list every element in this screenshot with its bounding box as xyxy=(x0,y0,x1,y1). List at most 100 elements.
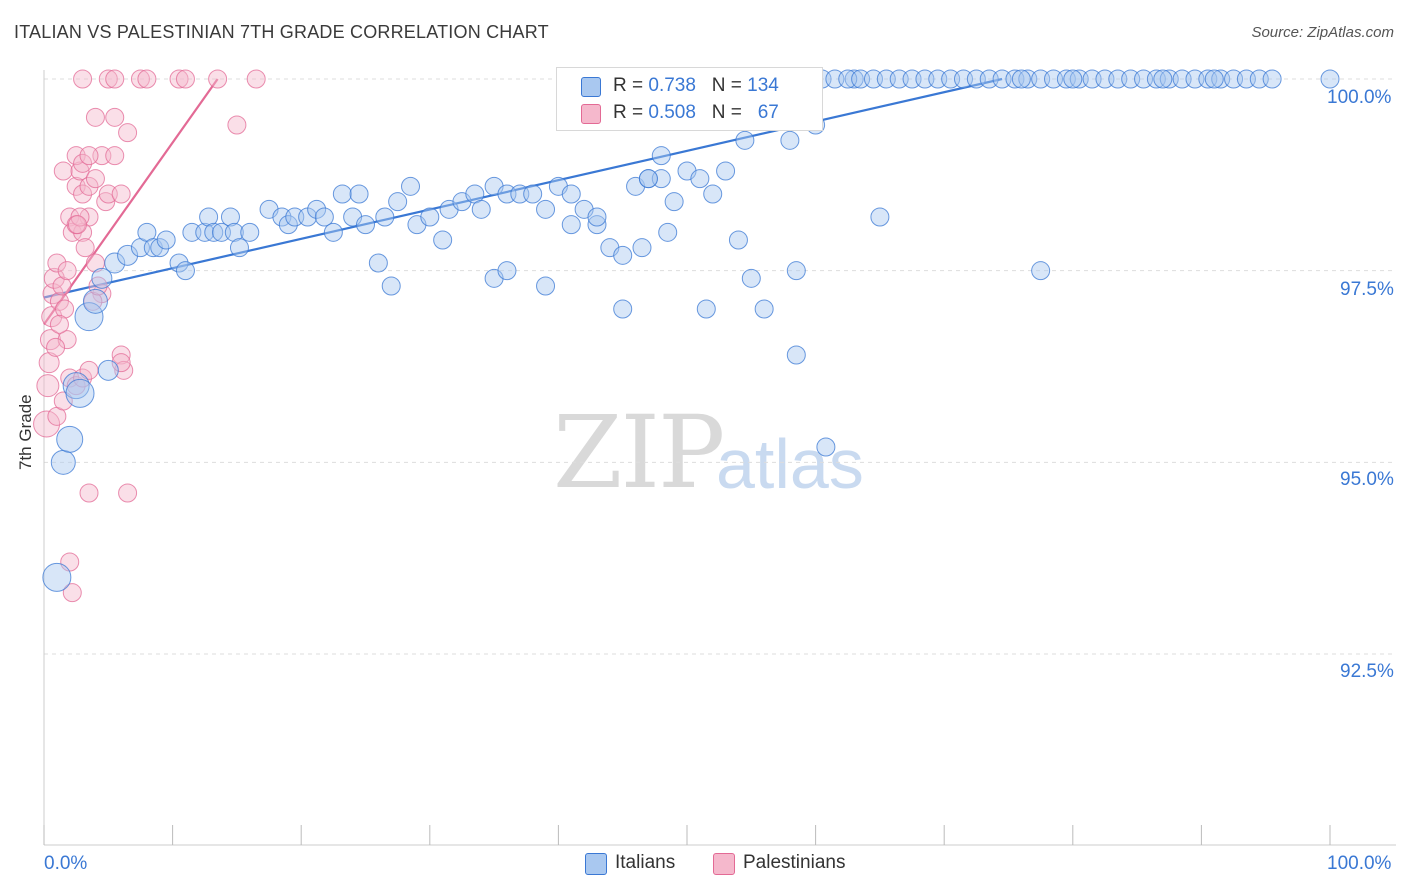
italian-point xyxy=(332,184,352,204)
palestinians-legend-label: Palestinians xyxy=(743,852,846,873)
italians-n-value: 134 xyxy=(747,75,779,96)
italian-point xyxy=(716,161,736,181)
italian-point xyxy=(156,230,176,250)
italian-point xyxy=(870,207,890,227)
italian-point xyxy=(433,230,453,250)
italian-point xyxy=(613,299,633,319)
italian-point xyxy=(780,130,800,150)
x-tick-label-min: 0.0% xyxy=(44,853,88,874)
italian-trend-line xyxy=(43,77,1003,299)
y-axis-label: 7th Grade xyxy=(16,394,35,470)
palestinian-point xyxy=(111,345,131,365)
italian-point xyxy=(587,215,607,235)
italian-point xyxy=(220,207,240,227)
italian-point xyxy=(561,184,581,204)
watermark-zip: ZIP xyxy=(553,394,725,511)
italian-point xyxy=(388,192,408,212)
palestinians-n-label: N = xyxy=(711,102,748,123)
italian-point xyxy=(229,238,249,258)
palestinian-point xyxy=(137,69,157,89)
palestinian-point xyxy=(46,337,66,357)
palestinian-point xyxy=(33,410,61,438)
italian-point xyxy=(1063,69,1083,89)
palestinian-point xyxy=(67,215,87,235)
palestinian-point xyxy=(62,583,82,603)
palestinian-point xyxy=(85,169,105,189)
italian-point xyxy=(1320,69,1340,89)
italian-point xyxy=(651,146,671,166)
palestinian-point xyxy=(73,69,93,89)
italian-point xyxy=(323,222,343,242)
italians-swatch xyxy=(581,77,601,97)
palestinian-point xyxy=(57,261,77,281)
italian-point xyxy=(169,253,189,273)
palestinian-point xyxy=(208,69,228,89)
correlation-legend: R = 0.738 N = 134 R = 0.508 N = 67 xyxy=(556,67,823,131)
italian-point xyxy=(175,261,195,281)
italian-point xyxy=(104,252,126,274)
italian-point xyxy=(613,245,633,265)
italian-point xyxy=(1011,69,1031,89)
italian-point xyxy=(199,207,219,227)
italian-point xyxy=(816,437,836,457)
italian-point xyxy=(74,302,104,332)
palestinian-point xyxy=(118,123,138,143)
palestinian-point xyxy=(105,146,125,166)
palestinian-point xyxy=(66,376,86,396)
italian-point xyxy=(632,238,652,258)
palestinian-point xyxy=(49,314,69,334)
italian-point xyxy=(150,238,170,258)
palestinians-r-value: 0.508 xyxy=(648,102,696,123)
italian-point xyxy=(368,253,388,273)
palestinians-r-label: R = xyxy=(613,102,649,123)
italians-r-label: R = xyxy=(613,75,649,96)
palestinian-point xyxy=(85,107,105,127)
y-tick-label-100: 100.0% xyxy=(1327,87,1392,108)
italian-point xyxy=(664,192,684,212)
palestinian-point xyxy=(53,161,73,181)
palestinian-point xyxy=(38,352,60,374)
italian-point xyxy=(728,230,748,250)
italians-r-value: 0.738 xyxy=(648,75,696,96)
italian-point xyxy=(401,176,421,196)
palestinian-point xyxy=(55,299,75,319)
palestinian-point xyxy=(130,69,150,89)
palestinian-point xyxy=(79,176,99,196)
italian-point xyxy=(50,449,76,475)
palestinian-point xyxy=(52,276,72,296)
italian-point xyxy=(97,359,119,381)
palestinians-legend-swatch xyxy=(713,853,735,875)
watermark-atlas: atlas xyxy=(716,425,864,503)
italian-point xyxy=(314,207,334,227)
palestinian-point xyxy=(57,330,77,350)
italian-point xyxy=(497,261,517,281)
italian-point xyxy=(307,199,327,219)
y-tick-label-95: 95.0% xyxy=(1340,469,1394,490)
palestinian-point xyxy=(114,360,134,380)
italian-point xyxy=(587,207,607,227)
palestinian-point xyxy=(53,391,73,411)
italians-n-label: N = xyxy=(711,75,748,96)
axes xyxy=(43,70,1396,846)
palestinian-point xyxy=(43,267,65,289)
palestinian-point xyxy=(96,192,116,212)
italian-point xyxy=(703,184,723,204)
italian-point xyxy=(1153,69,1173,89)
palestinian-point xyxy=(246,69,266,89)
italian-point xyxy=(536,199,556,219)
italian-point xyxy=(523,184,543,204)
palestinian-point xyxy=(175,69,195,89)
palestinian-point xyxy=(111,184,131,204)
italian-point xyxy=(1031,261,1051,281)
data-points xyxy=(33,69,1340,603)
italian-point xyxy=(561,215,581,235)
palestinian-point xyxy=(98,69,118,89)
italian-point xyxy=(356,215,375,235)
italian-point xyxy=(420,207,440,227)
italian-point xyxy=(754,299,774,319)
trend-lines xyxy=(43,77,1003,325)
italian-point xyxy=(204,222,224,242)
palestinian-point xyxy=(36,374,60,398)
italian-point xyxy=(65,378,95,408)
